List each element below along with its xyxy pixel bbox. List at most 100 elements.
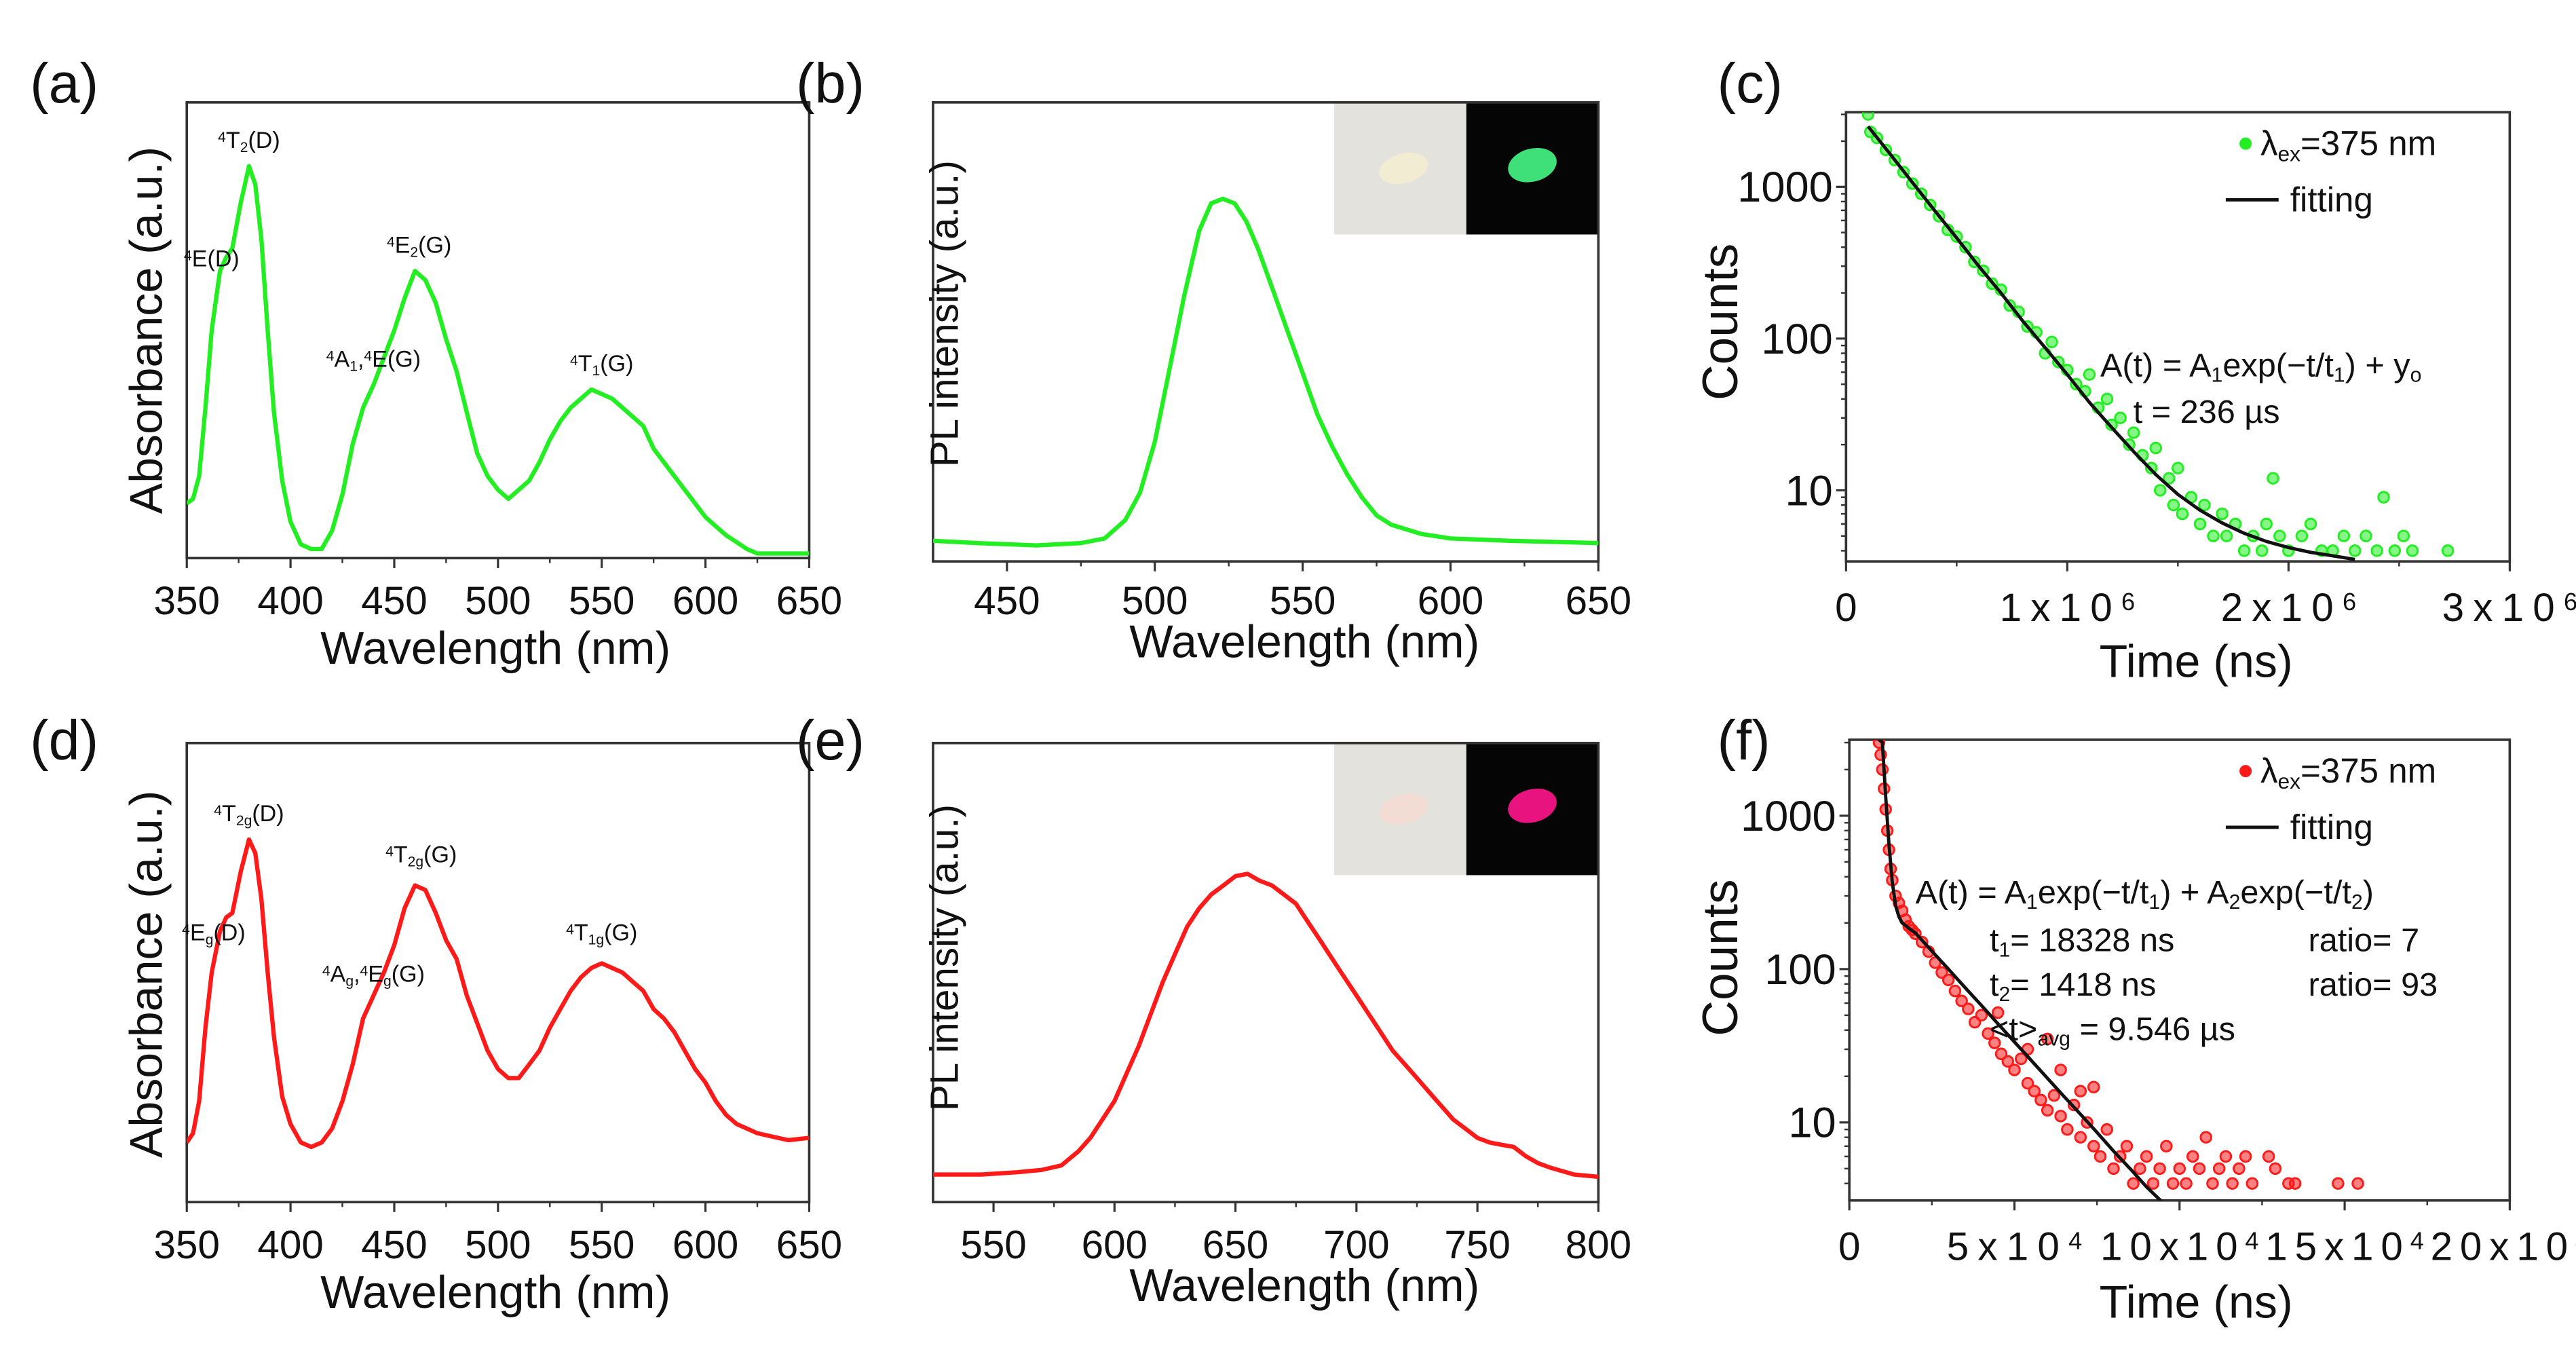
x-tick-label: 450 — [361, 1223, 427, 1267]
data-point — [1962, 1002, 1975, 1015]
data-point — [1988, 1036, 2001, 1049]
legend-marker — [2239, 137, 2252, 150]
legend-label-fit: fitting — [2290, 180, 2373, 219]
data-point — [2167, 498, 2180, 512]
text-segment: A(t) = A — [1916, 874, 2027, 911]
data-point — [2146, 1177, 2160, 1190]
lifetime-result: t = 236 µs — [2134, 394, 2280, 430]
data-point — [2074, 1131, 2087, 1144]
data-point — [2120, 1140, 2134, 1153]
data-point — [2199, 1131, 2212, 1144]
inset-photos — [1334, 102, 1599, 235]
data-point — [2207, 529, 2220, 542]
x-axis-label: Time (ns) — [2100, 636, 2293, 688]
superscript: 6 — [2343, 588, 2356, 616]
legend-marker — [2239, 765, 2252, 778]
y-axis-label: Counts — [1693, 244, 1748, 400]
text-segment: (G) — [600, 351, 633, 377]
x-tick-label: 500 — [465, 579, 531, 623]
fit-parameter: <t>avg = 9.546 µs — [1990, 1011, 2235, 1051]
data-point — [2246, 1177, 2259, 1190]
data-point — [2216, 507, 2229, 521]
spectrum-line — [932, 871, 1599, 1180]
data-point — [2388, 544, 2402, 557]
x-axis-label: Wavelength (nm) — [1129, 1260, 1479, 1311]
superscript: 4 — [184, 248, 192, 263]
powder-sample — [1379, 152, 1428, 185]
data-point — [1942, 973, 1955, 987]
data-point — [2176, 507, 2189, 521]
data-point — [2295, 529, 2309, 542]
data-point — [2186, 1150, 2199, 1163]
inset-photos — [1334, 742, 1599, 876]
text-segment: ) + A — [2160, 874, 2229, 911]
x-tick-label: 650 — [776, 579, 842, 623]
x-tick-label: 500 — [1122, 579, 1188, 623]
y-tick-label: 1000 — [1741, 793, 1836, 840]
data-point — [2045, 335, 2058, 349]
text-segment: t — [1990, 922, 1999, 958]
data-point — [2047, 1089, 2061, 1102]
legend-label-data: λex=375 nm — [2260, 751, 2436, 793]
data-point — [2054, 1064, 2067, 1076]
x-tick-label: 600 — [673, 579, 738, 623]
data-point — [2288, 1177, 2302, 1190]
subscript: 1 — [2026, 891, 2038, 914]
text-segment: , — [358, 346, 364, 372]
data-point — [2337, 529, 2351, 542]
text-segment: λ — [2260, 124, 2278, 163]
x-tick-label: 550 — [569, 579, 634, 623]
x-tick-label: 5x10 4 — [1947, 1224, 2083, 1268]
y-tick-label: 100 — [1764, 946, 1836, 994]
superscript: 4 — [2410, 1226, 2424, 1254]
data-point — [1982, 1027, 1994, 1040]
x-tick-label: 400 — [257, 579, 323, 623]
data-point — [1948, 984, 1962, 998]
transition-label: 4T1g(G) — [566, 920, 637, 948]
superscript: 4 — [322, 963, 330, 979]
legend-label-fit: fitting — [2290, 808, 2373, 846]
superscript: 4 — [566, 922, 574, 937]
data-point — [2160, 1140, 2173, 1153]
data-point — [2351, 1177, 2364, 1190]
x-tick-label: 550 — [960, 1223, 1026, 1267]
text-segment: 3x10 — [2442, 586, 2555, 630]
superscript: 4 — [2068, 1226, 2082, 1254]
superscript: 4 — [326, 348, 335, 364]
data-point — [2083, 368, 2096, 381]
subscript: 1 — [592, 363, 601, 379]
plot-frame — [932, 741, 1600, 1203]
text-segment: (G) — [392, 962, 425, 988]
spectrum-line — [932, 196, 1599, 548]
x-tick-label: 3x10 6 — [2442, 586, 2576, 630]
panel-label: (b) — [796, 52, 865, 115]
data-point — [2397, 529, 2410, 542]
spectrum-line — [187, 164, 810, 556]
data-point — [2267, 472, 2279, 485]
data-point — [2348, 544, 2362, 557]
data-point — [2054, 1110, 2067, 1123]
panel-a: (a) 350 400 450 500 550 600 650 Wavelength (nm) A… — [30, 52, 842, 674]
legend: λex=375 nm fitting — [2225, 751, 2436, 846]
superscript: 4 — [214, 802, 222, 818]
subscript: avg — [2037, 1028, 2070, 1051]
text-segment: (G) — [423, 842, 457, 868]
x-tick-label: 2x10 6 — [2221, 586, 2356, 630]
glowing-powder-sample — [1508, 147, 1557, 183]
legend-label-data: λex=375 nm — [2260, 124, 2436, 166]
subscript: ex — [2278, 769, 2301, 793]
data-point — [1991, 1006, 2005, 1019]
x-tick-label: 650 — [776, 1223, 842, 1267]
x-tick-label: 700 — [1323, 1223, 1389, 1267]
x-axis-label: Wavelength (nm) — [320, 622, 670, 674]
panel-b: (b) 450 500 550 600 650 Wavelength (nm) PL inte… — [796, 52, 1631, 667]
data-point — [2094, 1150, 2107, 1163]
superscript: 4 — [182, 922, 190, 937]
text-segment: (D) — [213, 920, 245, 946]
text-segment: = 1418 ns — [2010, 966, 2156, 1003]
x-tick-label: 0 — [1838, 1224, 1860, 1268]
data-point — [2377, 491, 2390, 504]
text-segment: 10x10 — [2100, 1224, 2238, 1268]
data-point — [2001, 1055, 2015, 1068]
data-point — [2360, 529, 2372, 542]
